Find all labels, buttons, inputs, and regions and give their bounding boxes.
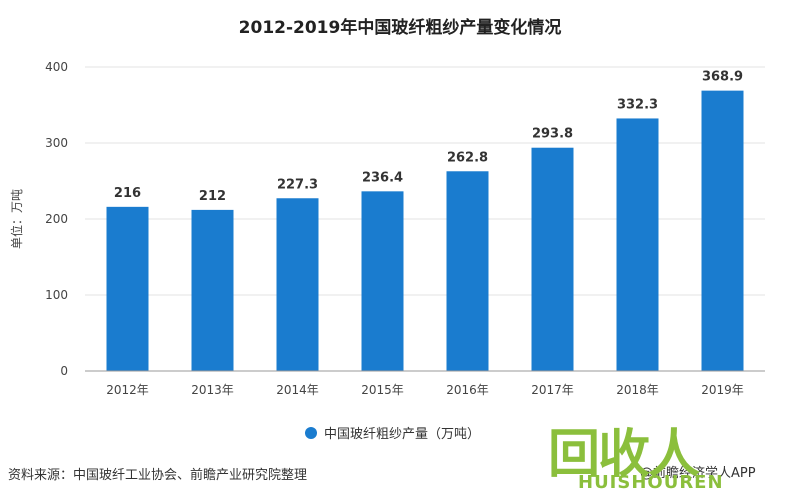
bar <box>106 206 149 371</box>
legend-marker <box>305 427 317 439</box>
bar <box>531 147 574 371</box>
y-tick-label: 400 <box>45 60 68 74</box>
bar <box>616 118 659 372</box>
bar <box>276 198 319 371</box>
x-tick-label: 2018年 <box>616 383 659 397</box>
x-tick-label: 2014年 <box>276 383 319 397</box>
bar-value-label: 212 <box>199 189 226 204</box>
chart-title: 2012-2019年中国玻纤粗纱产量变化情况 <box>239 17 562 38</box>
legend: 中国玻纤粗纱产量（万吨） <box>305 427 480 442</box>
bar-value-label: 262.8 <box>447 150 488 165</box>
y-tick-label: 0 <box>60 364 68 378</box>
source-note: 资料来源：中国玻纤工业协会、前瞻产业研究院整理 <box>8 468 308 483</box>
y-axis-ticks: 0 100 200 300 400 <box>45 60 68 378</box>
watermark-logo-subtext: HUISHOUREN <box>578 472 724 493</box>
x-tick-label: 2013年 <box>191 383 234 397</box>
y-tick-label: 100 <box>45 288 68 302</box>
x-axis-ticks: 2012年 2013年 2014年 2015年 2016年 2017年 2018年 2019年 <box>106 383 744 397</box>
y-axis-label: 单位：万吨 <box>9 189 24 249</box>
y-tick-label: 300 <box>45 136 68 150</box>
bar-value-label: 332.3 <box>617 97 658 112</box>
x-tick-label: 2019年 <box>701 383 744 397</box>
x-tick-label: 2015年 <box>361 383 404 397</box>
watermark-logo-text: 回收人 <box>548 425 700 485</box>
data-labels: 216 212 227.3 236.4 262.8 293.8 332.3 368.9 <box>114 70 743 204</box>
watermark-logo: 回收人 HUISHOUREN <box>548 412 793 496</box>
gridlines <box>85 66 765 296</box>
x-tick-label: 2016年 <box>446 383 489 397</box>
bar-value-label: 216 <box>114 186 141 201</box>
y-tick-label: 200 <box>45 212 68 226</box>
bar-value-label: 293.8 <box>532 127 573 142</box>
legend-label: 中国玻纤粗纱产量（万吨） <box>324 427 480 442</box>
bar <box>701 90 744 372</box>
bar <box>361 191 404 371</box>
bar-value-label: 227.3 <box>277 177 318 192</box>
bar <box>191 209 234 371</box>
x-tick-label: 2012年 <box>106 383 149 397</box>
bars <box>106 90 744 372</box>
x-tick-label: 2017年 <box>531 383 574 397</box>
bar-value-label: 236.4 <box>362 170 403 185</box>
bar <box>446 171 489 371</box>
bar-value-label: 368.9 <box>702 70 743 85</box>
credit-note: @前瞻经济学人APP <box>640 466 756 481</box>
